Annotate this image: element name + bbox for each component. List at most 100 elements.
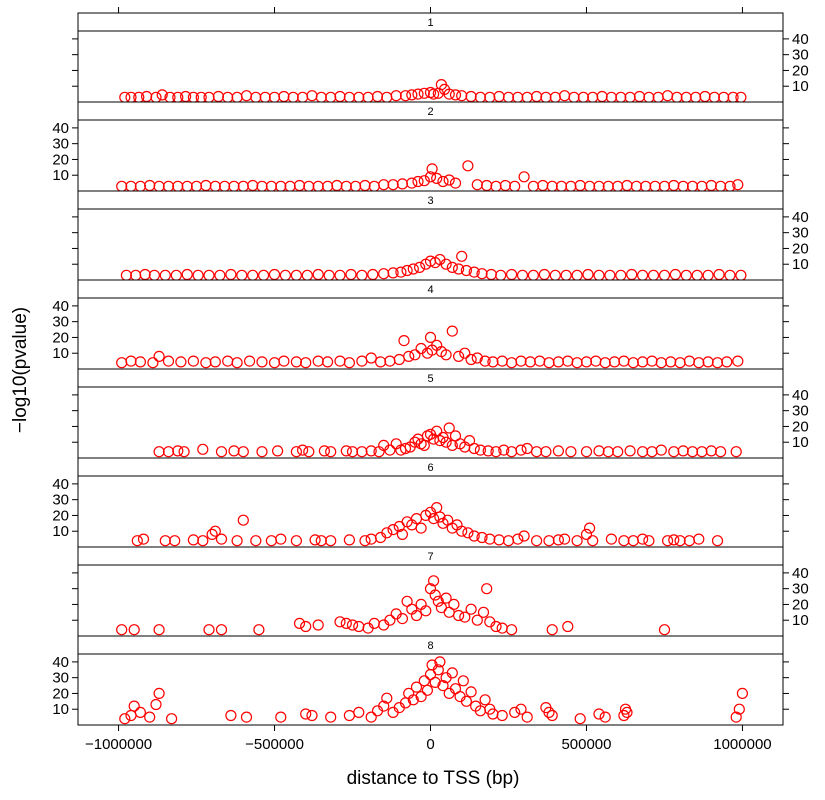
data-point: [626, 268, 638, 281]
data-point: [159, 269, 171, 281]
data-point: [565, 446, 577, 458]
data-point: [453, 609, 465, 622]
data-point: [496, 355, 508, 367]
data-point: [215, 624, 228, 636]
y-tick-label: 40: [52, 654, 69, 671]
data-point: [459, 347, 471, 359]
data-point: [418, 675, 430, 687]
data-point: [686, 446, 699, 458]
data-point: [365, 445, 377, 457]
y-tick-label: 40: [52, 298, 69, 315]
data-point: [137, 533, 150, 545]
data-point: [293, 617, 306, 630]
data-point: [290, 269, 302, 281]
data-point: [279, 269, 291, 281]
data-point: [546, 624, 558, 636]
data-point: [431, 172, 443, 184]
data-point: [275, 180, 287, 192]
data-point: [365, 352, 377, 364]
data-point: [378, 268, 390, 280]
data-point: [468, 530, 480, 542]
data-point: [524, 356, 536, 368]
data-point: [306, 709, 318, 722]
data-point: [534, 355, 546, 367]
data-point: [636, 269, 649, 281]
data-point: [512, 533, 524, 545]
data-point: [462, 527, 474, 539]
data-point: [474, 91, 486, 103]
data-point: [485, 268, 497, 281]
data-point: [636, 446, 649, 458]
data-point: [353, 706, 365, 719]
y-tick-label: 20: [792, 240, 809, 257]
data-point: [410, 681, 423, 693]
data-point: [258, 269, 270, 281]
data-point: [574, 179, 586, 192]
data-point: [615, 91, 627, 103]
data-point: [543, 706, 555, 719]
data-point: [156, 89, 168, 101]
data-point: [538, 268, 551, 281]
data-point: [434, 435, 446, 447]
data-point: [605, 91, 618, 103]
data-point: [340, 445, 352, 457]
data-point: [378, 700, 390, 712]
data-point: [297, 91, 309, 103]
data-point: [429, 676, 441, 689]
data-point: [200, 357, 212, 369]
data-point: [655, 357, 667, 369]
data-point: [384, 444, 396, 456]
data-point: [668, 179, 680, 192]
data-point: [498, 444, 510, 456]
data-point: [432, 595, 444, 607]
data-point: [680, 91, 692, 103]
y-tick-label: 30: [52, 314, 69, 331]
data-point: [343, 534, 355, 546]
data-point: [150, 698, 162, 711]
data-point: [646, 355, 658, 367]
data-point: [396, 612, 408, 625]
data-point: [219, 180, 231, 192]
data-point: [448, 598, 460, 611]
data-point: [530, 446, 543, 458]
data-point: [412, 175, 424, 188]
data-point: [677, 445, 689, 457]
data-point: [396, 178, 408, 190]
panel-strip-label: 7: [427, 551, 433, 563]
data-point: [209, 356, 221, 368]
data-point: [412, 88, 424, 100]
data-point: [172, 180, 184, 192]
data-point: [680, 269, 692, 281]
data-point: [580, 446, 593, 458]
data-point: [390, 90, 402, 102]
data-point: [636, 533, 649, 545]
data-point: [713, 268, 725, 281]
data-point: [479, 355, 491, 367]
data-point: [565, 180, 577, 192]
data-point: [334, 269, 346, 281]
data-point: [187, 534, 199, 546]
data-point: [686, 180, 699, 192]
data-point: [162, 446, 175, 458]
data-point: [214, 269, 226, 281]
data-point: [418, 87, 430, 99]
y-tick-label: 10: [792, 434, 809, 451]
data-point: [714, 180, 727, 192]
data-point: [724, 269, 736, 281]
data-point: [181, 268, 193, 281]
data-point: [237, 180, 249, 192]
data-point: [434, 511, 446, 523]
data-point: [443, 422, 455, 434]
data-point: [671, 91, 683, 103]
data-point: [540, 91, 552, 103]
data-point: [459, 611, 471, 623]
data-point: [368, 180, 380, 192]
data-point: [381, 527, 393, 539]
data-point: [440, 258, 452, 270]
data-point: [343, 91, 355, 103]
data-point: [381, 692, 393, 704]
data-point: [119, 713, 131, 725]
data-point: [424, 331, 437, 343]
data-point: [495, 269, 507, 281]
data-point: [125, 709, 137, 722]
